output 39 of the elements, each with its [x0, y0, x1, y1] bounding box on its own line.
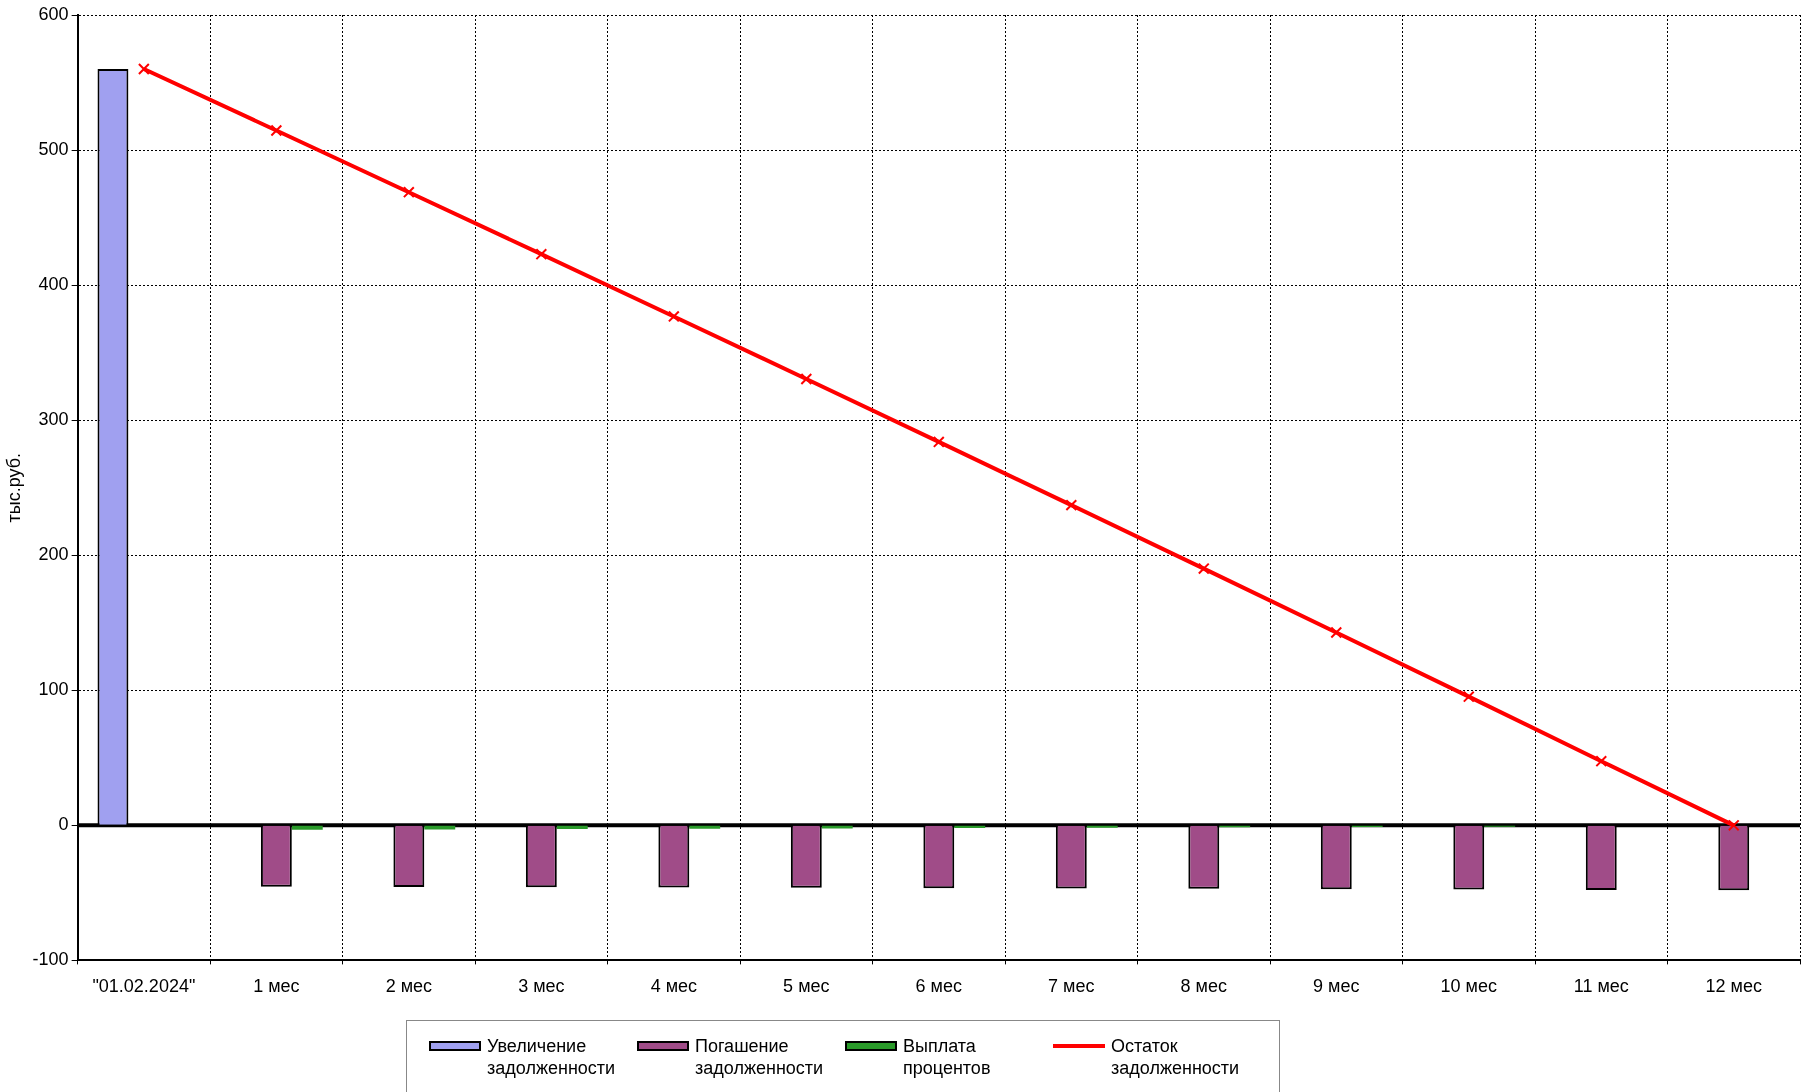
x-tick-label: "01.02.2024" [92, 976, 196, 997]
legend-label: Выплата процентов [903, 1035, 992, 1079]
y-tick-label: 100 [38, 679, 69, 700]
x-tick-label: 10 мес [1440, 976, 1497, 997]
x-tick-label: 7 мес [1048, 976, 1095, 997]
legend-label: Погашение задолженности [695, 1035, 825, 1079]
x-tick-label: 3 мес [518, 976, 565, 997]
y-tick-label: -100 [32, 949, 69, 970]
y-tick-label: 200 [38, 544, 69, 565]
y-tick-label: 0 [58, 814, 69, 835]
x-tick-label: 4 мес [650, 976, 698, 997]
point [932, 435, 945, 448]
y-tick-label: 600 [38, 3, 69, 24]
y-tick-label: 300 [38, 409, 69, 430]
y-axis-title: тыс.руб. [3, 452, 24, 523]
point [535, 248, 548, 261]
legend-label: Остаток задолженности [1111, 1035, 1241, 1079]
x-tick-label: 2 мес [385, 976, 433, 997]
x-tick-label: 9 мес [1313, 976, 1360, 997]
legend-label: Увеличение задолженности [487, 1035, 617, 1079]
x-tick-label: 8 мес [1180, 976, 1227, 997]
x-tick-label: 5 мес [783, 976, 830, 997]
point [1065, 499, 1078, 512]
point [1197, 562, 1210, 575]
point [137, 63, 150, 75]
x-tick-label: 12 мес [1705, 976, 1762, 997]
point [402, 186, 415, 199]
y-tick-label: 400 [38, 274, 69, 295]
point [800, 373, 813, 385]
point [1595, 755, 1608, 768]
x-tick-label: 11 мес [1573, 976, 1629, 997]
y-tick-label: 500 [38, 139, 69, 160]
point [1727, 819, 1740, 832]
x-tick-label: 1 мес [253, 976, 300, 997]
point [1330, 626, 1343, 639]
point [1462, 690, 1475, 703]
point [270, 124, 283, 137]
point [667, 310, 680, 323]
x-tick-label: 6 мес [915, 976, 963, 997]
